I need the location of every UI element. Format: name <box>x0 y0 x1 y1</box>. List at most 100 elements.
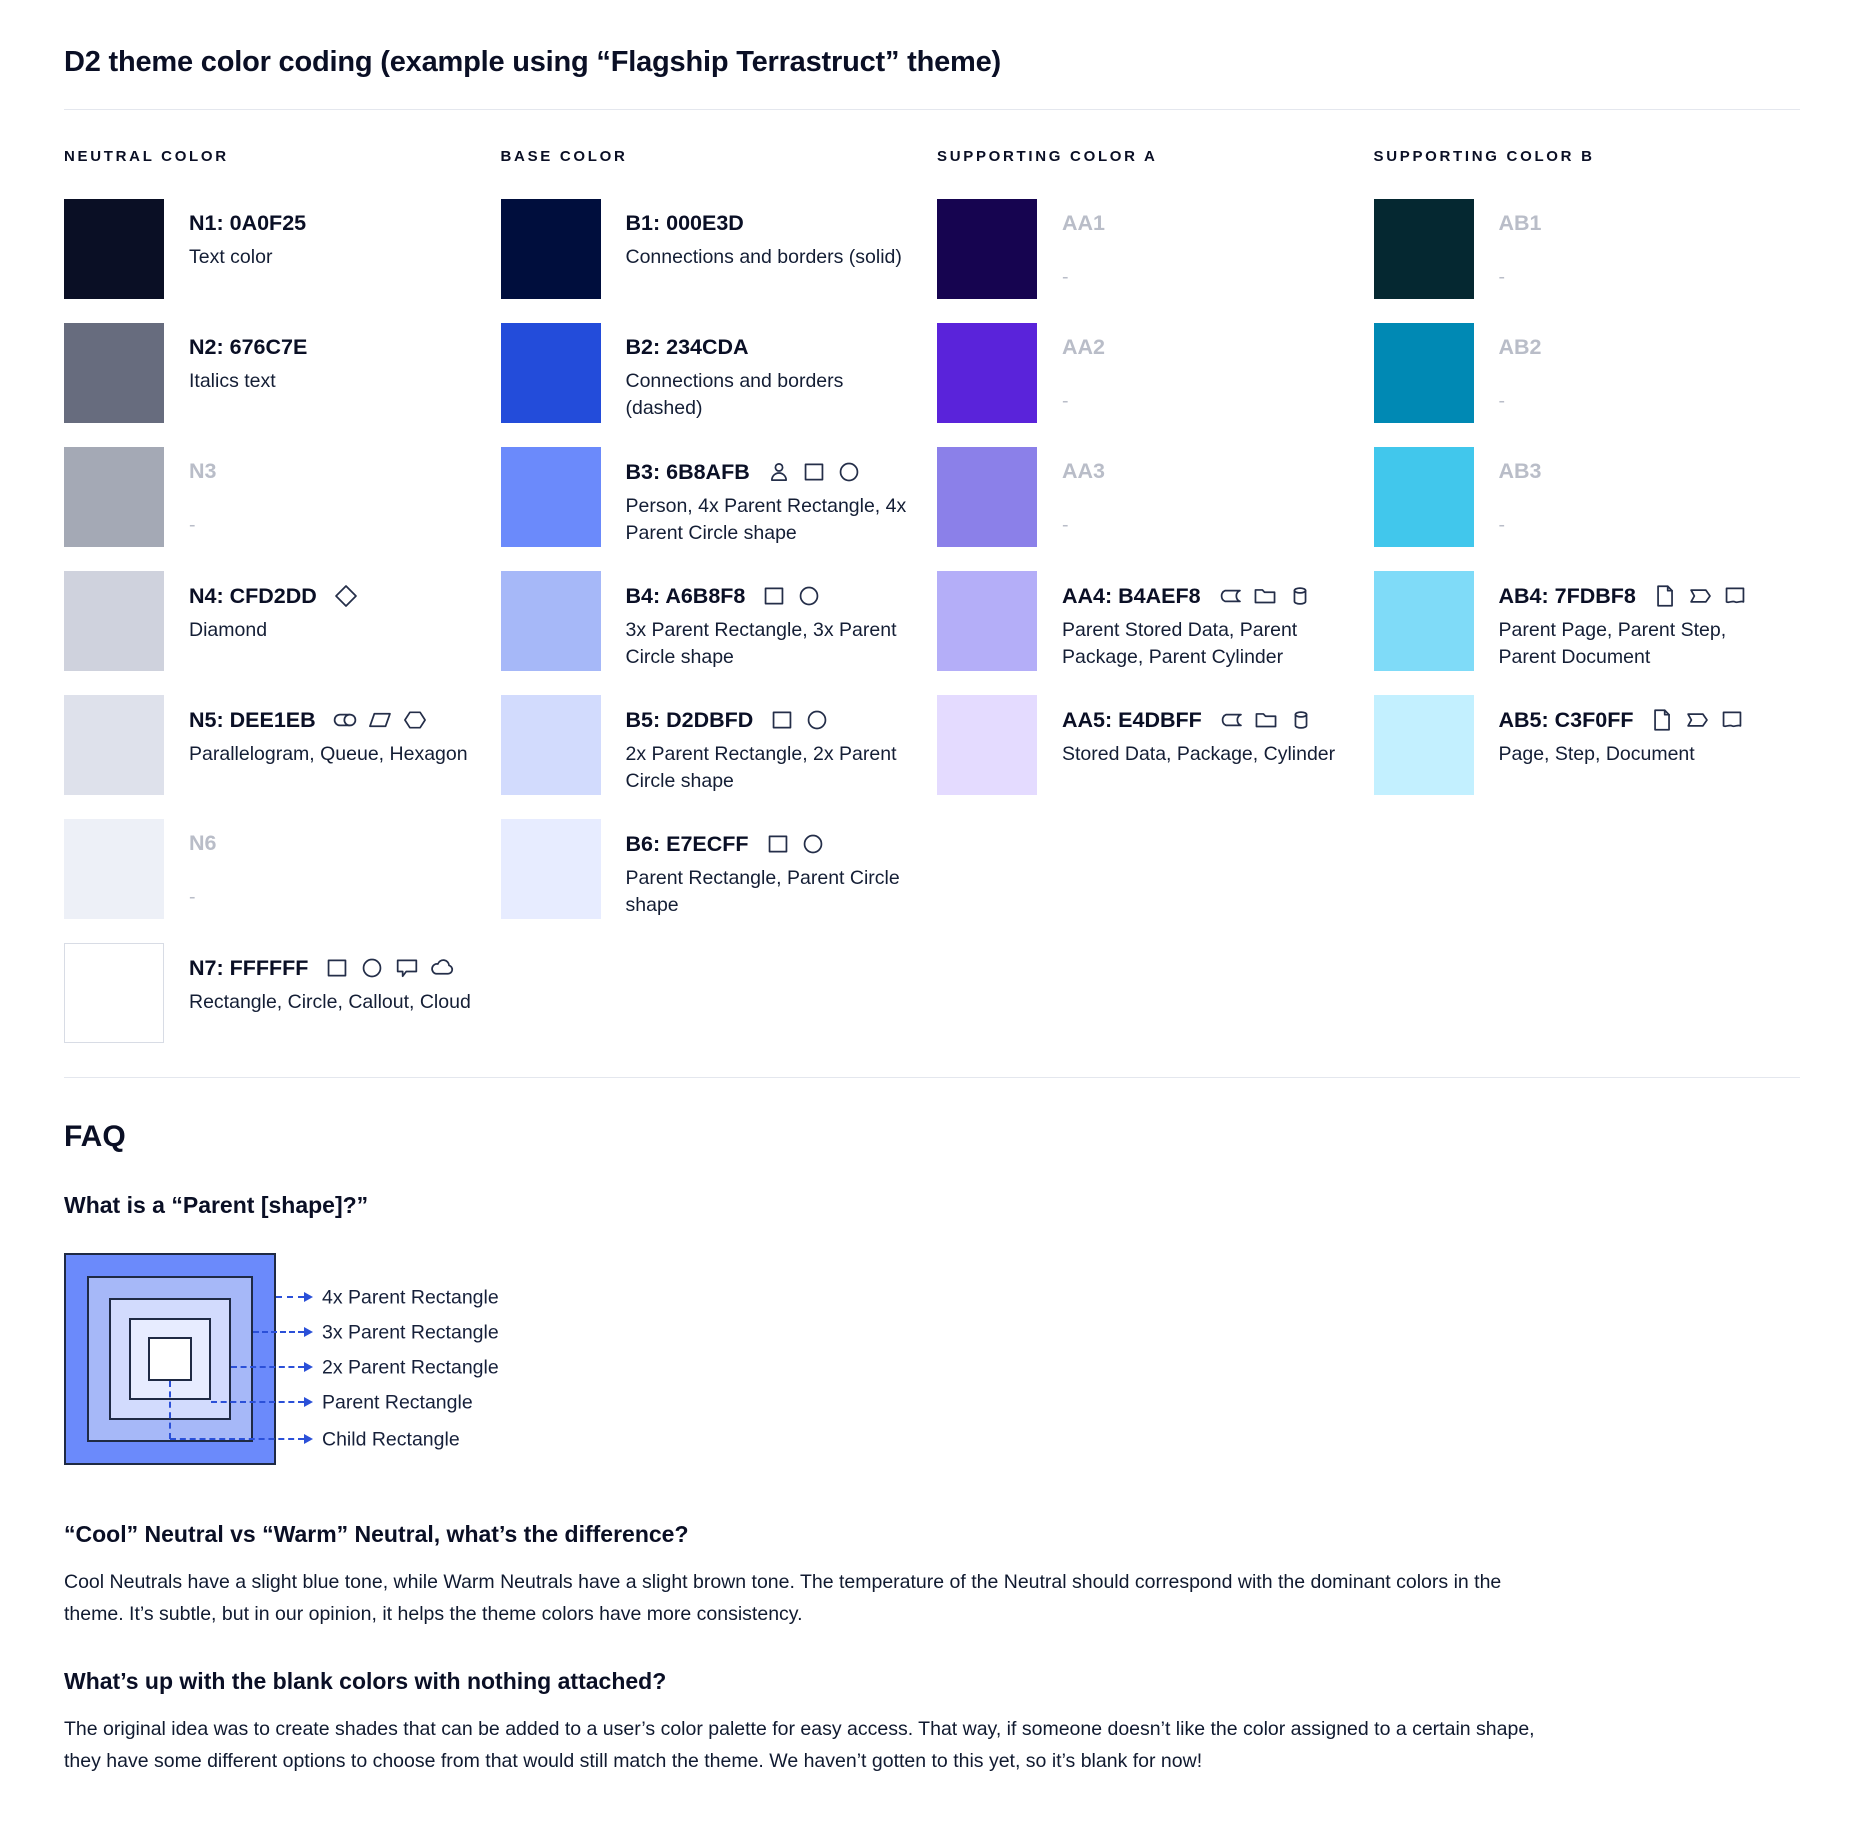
diagram-label: 3x Parent Rectangle <box>322 1321 499 1344</box>
hexagon-icon <box>402 707 428 733</box>
swatch-description: 3x Parent Rectangle, 3x Parent Circle sh… <box>625 619 897 668</box>
swatch-description: Parallelogram, Queue, Hexagon <box>189 743 468 765</box>
top-divider <box>64 109 1800 110</box>
palette-row: B6: E7ECFF Parent Rectangle, Parent Circl… <box>500 819 928 919</box>
swatch-label: AB1 <box>1498 211 1542 235</box>
arrowhead-icon <box>304 1433 313 1444</box>
swatch-description: - <box>1498 390 1506 412</box>
color-swatch <box>64 199 164 299</box>
palette-row: AB2 - <box>1373 323 1801 423</box>
palette-grid: NEUTRAL COLOR N1: 0A0F25 Text color N2: 676… <box>64 110 1800 1067</box>
palette-row: N7: FFFFFF Rectangle, Circle, Callout, Cl… <box>64 943 491 1043</box>
swatch-label: AB5: C3F0FF <box>1498 707 1634 732</box>
callout-icon <box>394 955 420 981</box>
color-swatch <box>500 199 601 299</box>
diagram-leader-line-vertical <box>169 1381 171 1439</box>
diagram-label: 4x Parent Rectangle <box>322 1286 499 1309</box>
palette-row: B1: 000E3D Connections and borders (solid… <box>500 199 928 299</box>
color-swatch <box>64 819 164 919</box>
circle-icon <box>804 707 830 733</box>
palette-row: N6 - <box>64 819 491 919</box>
swatch-label: AA4: B4AEF8 <box>1062 583 1201 608</box>
swatch-label: AA5: E4DBFF <box>1062 707 1202 732</box>
page-icon <box>1649 707 1675 733</box>
diamond-icon <box>333 583 359 609</box>
nested-rectangle-level-5 <box>148 1337 192 1381</box>
palette-row: B5: D2DBFD 2x Parent Rectangle, 2x Parent… <box>500 695 928 795</box>
diagram-label: Child Rectangle <box>322 1428 460 1451</box>
stored-data-icon <box>1217 583 1243 609</box>
swatch-label: N5: DEE1EB <box>189 707 316 732</box>
swatch-description: Parent Stored Data, Parent Package, Pare… <box>1062 619 1298 668</box>
color-swatch <box>64 695 164 795</box>
swatch-info: B4: A6B8F8 3x Parent Rectangle, 3x Parent… <box>626 571 908 671</box>
shape-icon-strip <box>333 583 359 609</box>
cloud-icon <box>429 955 455 981</box>
page-icon <box>1652 583 1678 609</box>
queue-icon <box>332 707 358 733</box>
diagram-label: Parent Rectangle <box>322 1391 473 1414</box>
swatch-info: B2: 234CDA Connections and borders (dashe… <box>626 323 908 423</box>
palette-row: N5: DEE1EB Parallelogram, Queue, Hexagon <box>64 695 491 795</box>
rectangle-icon <box>324 955 350 981</box>
swatch-info: B5: D2DBFD 2x Parent Rectangle, 2x Parent… <box>626 695 908 795</box>
color-swatch <box>64 447 164 547</box>
swatch-info: B3: 6B8AFB Person, 4x Parent Rectangle, 4… <box>626 447 908 547</box>
palette-row: B3: 6B8AFB Person, 4x Parent Rectangle, 4… <box>500 447 928 547</box>
arrowhead-icon <box>304 1326 313 1337</box>
bottom-divider <box>64 1077 1800 1078</box>
swatch-info: AB2 - <box>1499 323 1542 423</box>
shape-icon-strip <box>324 955 455 981</box>
swatch-description: Diamond <box>189 619 268 641</box>
swatch-info: N4: CFD2DD Diamond <box>189 571 359 671</box>
swatch-label: AB2 <box>1498 335 1542 359</box>
swatch-description: - <box>1062 266 1069 288</box>
circle-icon <box>800 831 826 857</box>
palette-row: AA3 - <box>937 447 1364 547</box>
swatch-label: AA2 <box>1062 335 1106 359</box>
shape-icon-strip <box>765 831 826 857</box>
color-swatch <box>1373 695 1474 795</box>
step-icon <box>1687 583 1713 609</box>
color-swatch <box>937 199 1037 299</box>
circle-icon <box>836 459 862 485</box>
swatch-label: N2: 676C7E <box>189 335 308 359</box>
circle-icon <box>796 583 822 609</box>
swatch-info: AA3 - <box>1062 447 1105 547</box>
palette-row: N2: 676C7E Italics text <box>64 323 491 423</box>
diagram-leader-line <box>231 1366 304 1368</box>
palette-row: N4: CFD2DD Diamond <box>64 571 491 671</box>
swatch-info: B6: E7ECFF Parent Rectangle, Parent Circl… <box>626 819 908 919</box>
swatch-label: B1: 000E3D <box>625 211 744 235</box>
diagram-leader-line <box>276 1296 304 1298</box>
swatch-description: - <box>189 886 196 908</box>
shape-icon-strip <box>769 707 830 733</box>
swatch-label: B4: A6B8F8 <box>625 583 746 608</box>
palette-column: NEUTRAL COLOR N1: 0A0F25 Text color N2: 676… <box>64 148 491 1067</box>
palette-row: AA2 - <box>937 323 1364 423</box>
arrowhead-icon <box>304 1361 313 1372</box>
palette-column-header: SUPPORTING COLOR A <box>937 148 1158 165</box>
swatch-label: B3: 6B8AFB <box>625 459 750 484</box>
swatch-info: N3 - <box>189 447 216 547</box>
swatch-label: B5: D2DBFD <box>625 707 754 732</box>
palette-row: AA4: B4AEF8 Parent Stored Data, Parent Pa… <box>937 571 1364 671</box>
person-icon <box>766 459 792 485</box>
palette-row: AB4: 7FDBF8 Parent Page, Parent Step, Par… <box>1373 571 1801 671</box>
swatch-description: Stored Data, Package, Cylinder <box>1062 743 1336 765</box>
shape-icon-strip <box>1649 707 1745 733</box>
swatch-description: Connections and borders (dashed) <box>625 370 844 419</box>
color-swatch <box>64 323 164 423</box>
circle-icon <box>359 955 385 981</box>
swatch-label: AA1 <box>1062 211 1106 235</box>
document-icon <box>1722 583 1748 609</box>
swatch-description: - <box>1498 266 1506 288</box>
diagram-leader-line <box>253 1331 304 1333</box>
swatch-info: N1: 0A0F25 Text color <box>189 199 306 299</box>
palette-column: SUPPORTING COLOR A AA1 - AA2 - AA3 - AA4: B4AEF… <box>937 148 1364 1067</box>
swatch-label: N3 <box>189 459 217 483</box>
diagram-label: 2x Parent Rectangle <box>322 1356 499 1379</box>
color-swatch <box>937 447 1037 547</box>
palette-row: AB1 - <box>1373 199 1801 299</box>
